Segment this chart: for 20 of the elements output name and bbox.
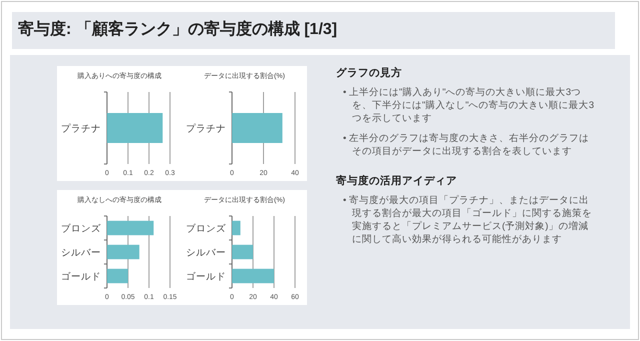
y-tick-label: ブロンズ — [61, 222, 102, 234]
bar — [107, 268, 128, 284]
y-tick-label: ゴールド — [186, 270, 226, 282]
y-tick-label: シルバー — [61, 248, 101, 258]
text: 寄与度の活用アイディア — [336, 174, 458, 188]
y-tick-label: プラチナ — [61, 122, 101, 134]
y-tick-label: プラチナ — [186, 122, 226, 134]
text: 寄与度: 「顧客ランク」の寄与度の構成 [1/3] — [18, 19, 338, 40]
text: • 左半分のグラフは寄与度の大きさ、右半分のグラフはその項目がデータに出現する割合を表しています — [343, 132, 590, 158]
text: グラフの見方 — [336, 66, 403, 80]
bar — [232, 268, 274, 284]
bar — [232, 244, 253, 260]
text: • 寄与度が最大の項目「プラチナ」、またはデータに出現する割合が最大の項目「ゴールド」に関する施策を実施すると「プレミアムサービス(予測対象)」の増減に関して高い効果が得られる可能性があります — [343, 194, 593, 246]
y-tick-label: ゴールド — [61, 270, 101, 282]
text: • 上半分には"購入あり"への寄与の大きい順に最大3つを、下半分には"購入なし"への寄与の大きい順に最大3つを示しています — [343, 86, 596, 125]
bar — [107, 244, 140, 260]
y-tick-label: ブロンズ — [186, 222, 227, 234]
y-tick-label: シルバー — [186, 248, 226, 258]
bar — [232, 220, 240, 236]
bar — [107, 220, 154, 236]
